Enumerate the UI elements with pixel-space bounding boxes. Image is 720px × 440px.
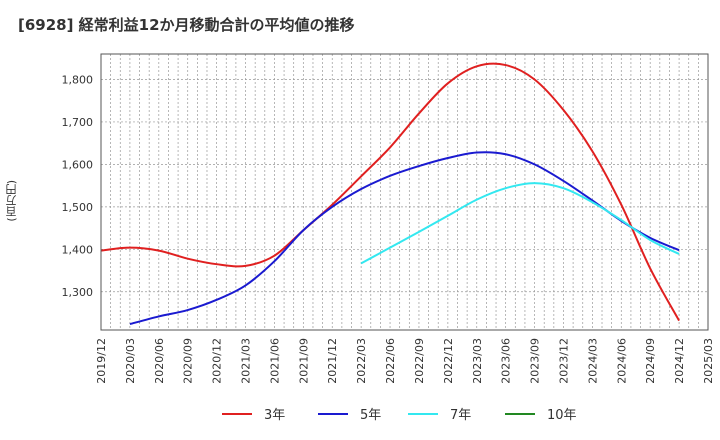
- x-tick-label: 2020/12: [211, 338, 224, 384]
- x-tick-label: 2024/06: [615, 338, 628, 384]
- x-tick-label: 2021/06: [268, 338, 281, 384]
- y-axis-ticks: 1,300 1,400 1,500 1,600 1,700 1,800: [62, 73, 94, 298]
- legend-label: 10年: [547, 408, 577, 423]
- x-tick-label: 2023/09: [529, 338, 542, 384]
- y-tick-label: 1,500: [62, 201, 94, 214]
- series-lines: [100, 62, 680, 326]
- x-tick-label: 2024/03: [586, 338, 599, 384]
- x-tick-label: 2020/06: [153, 338, 166, 384]
- x-tick-label: 2023/12: [557, 338, 570, 384]
- legend-label: 7年: [450, 408, 471, 423]
- y-tick-label: 1,400: [62, 243, 94, 256]
- x-tick-label: 2022/03: [355, 338, 368, 384]
- x-axis-ticks: 2019/12 2020/03 2020/06 2020/09 2020/12 2021/…: [95, 338, 715, 384]
- legend: 3年 5年 7年 10年: [222, 408, 577, 423]
- series-line-5年: [129, 151, 680, 326]
- x-tick-label: 2020/09: [182, 338, 195, 384]
- plot-frame: [100, 53, 709, 331]
- x-tick-label: 2025/03: [702, 338, 715, 384]
- x-tick-label: 2021/09: [297, 338, 310, 384]
- y-tick-label: 1,300: [62, 286, 94, 299]
- y-tick-label: 1,800: [62, 73, 94, 86]
- grid: [100, 54, 709, 330]
- y-tick-label: 1,600: [62, 158, 94, 171]
- legend-label: 5年: [360, 408, 381, 423]
- x-tick-label: 2022/12: [442, 338, 455, 384]
- x-tick-label: 2024/09: [644, 338, 657, 384]
- series-line-3年: [100, 62, 680, 322]
- legend-label: 3年: [264, 408, 285, 423]
- x-tick-label: 2022/09: [413, 338, 426, 384]
- x-tick-label: 2021/03: [240, 338, 253, 384]
- y-tick-label: 1,700: [62, 116, 94, 129]
- chart-title: [6928] 経常利益12か月移動合計の平均値の推移: [18, 16, 355, 34]
- x-tick-label: 2024/12: [673, 338, 686, 384]
- series-line-7年: [360, 182, 680, 265]
- x-tick-label: 2021/12: [326, 338, 339, 384]
- x-tick-label: 2019/12: [95, 338, 108, 384]
- x-tick-label: 2023/06: [500, 338, 513, 384]
- x-tick-label: 2022/06: [384, 338, 397, 384]
- x-tick-label: 2020/03: [124, 338, 137, 384]
- x-tick-label: 2023/03: [471, 338, 484, 384]
